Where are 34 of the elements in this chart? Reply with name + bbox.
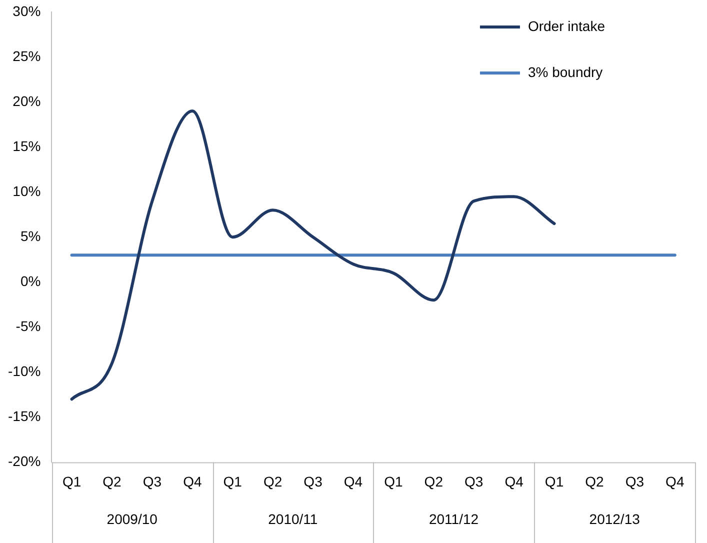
x-tick-label: Q3 bbox=[142, 473, 162, 490]
y-tick-label: 15% bbox=[12, 138, 41, 154]
text: 2012/13 bbox=[589, 511, 640, 528]
x-tick-label: Q1 bbox=[62, 473, 82, 490]
y-tick-label: -5% bbox=[16, 318, 41, 334]
x-tick-label: Q1 bbox=[223, 473, 242, 490]
x-tick-label: Q4 bbox=[666, 473, 684, 490]
text: 2010/11 bbox=[268, 511, 318, 528]
legend-label: 3% boundry bbox=[528, 64, 603, 80]
y-tick-label: 10% bbox=[12, 182, 41, 199]
x-tick-label: Q1 bbox=[384, 473, 403, 490]
x-tick-label: Q4 bbox=[344, 473, 363, 490]
y-tick-label: 5% bbox=[20, 228, 41, 244]
text: 2011/12 bbox=[428, 511, 479, 528]
y-tick-label: -20% bbox=[8, 453, 41, 470]
y-tick-label: 25% bbox=[12, 48, 41, 64]
x-tick-label: Q2 bbox=[585, 473, 604, 490]
x-tick-label: Q4 bbox=[183, 473, 202, 490]
x-tick-label: Q2 bbox=[102, 473, 122, 490]
y-tick-label: 30% bbox=[12, 2, 41, 19]
y-tick-label: 0% bbox=[20, 272, 41, 289]
x-tick-label: Q2 bbox=[424, 473, 444, 490]
text: 2009/10 bbox=[106, 511, 158, 528]
y-tick-label: -15% bbox=[8, 408, 41, 424]
x-tick-label: Q4 bbox=[504, 473, 524, 490]
legend-label: Order intake bbox=[528, 18, 606, 34]
x-tick-label: Q2 bbox=[263, 473, 282, 490]
x-tick-label: Q3 bbox=[625, 473, 644, 490]
x-tick-label: Q3 bbox=[464, 473, 484, 490]
line-series bbox=[70, 110, 556, 401]
y-tick-label: 20% bbox=[12, 92, 41, 109]
x-tick-label: Q1 bbox=[544, 473, 564, 490]
x-tick-label: Q3 bbox=[304, 473, 323, 490]
y-tick-label: -10% bbox=[8, 363, 41, 380]
